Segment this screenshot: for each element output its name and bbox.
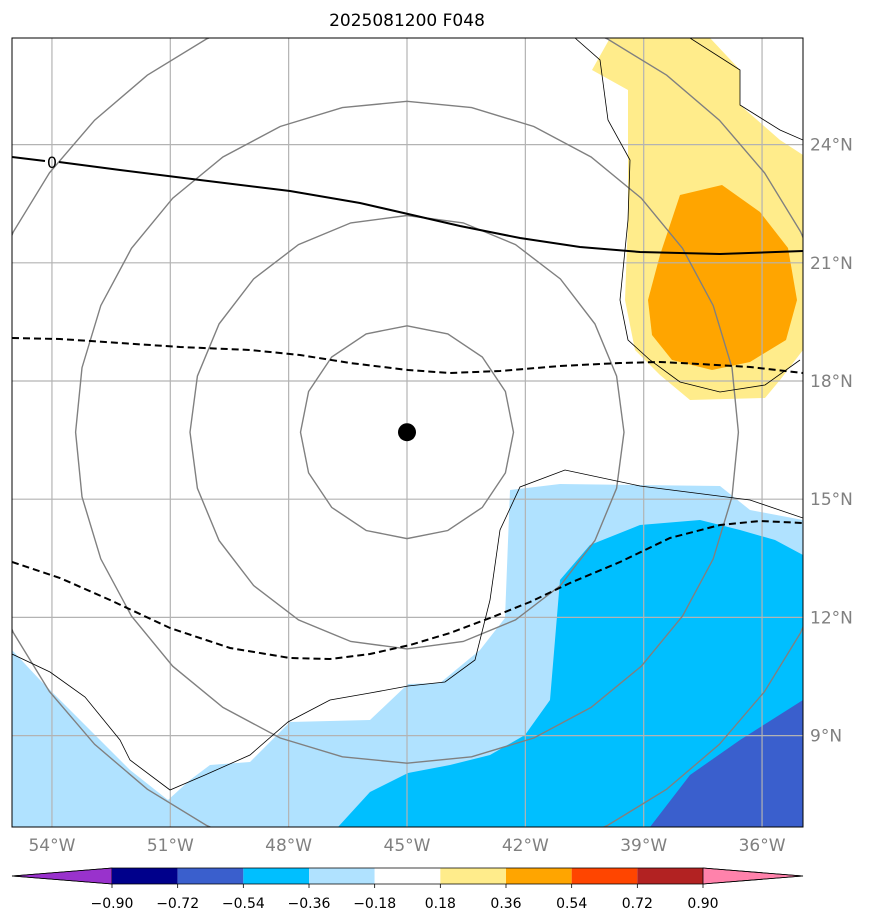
colorbar-segment — [309, 868, 375, 884]
outline-lower-middle — [12, 469, 803, 791]
range-rings — [12, 38, 803, 827]
lon-tick-label: 51°W — [147, 836, 194, 856]
storm-center-marker — [398, 423, 416, 442]
lat-tick-label: 12°N — [810, 608, 853, 628]
colorbar-tick-label: 0.18 — [425, 896, 456, 912]
colorbar-segment — [177, 868, 244, 884]
colorbar-segment — [374, 868, 441, 884]
lat-tick-label: 15°N — [810, 490, 853, 510]
lon-tick-label: 39°W — [620, 836, 667, 856]
zero-contour-label: 0 — [47, 153, 57, 172]
colorbar-tick-label: 0.36 — [490, 896, 521, 912]
lat-tick-label: 18°N — [810, 372, 853, 392]
colorbar-tick-label: −0.90 — [91, 896, 134, 912]
colorbar-extend-high — [702, 867, 804, 885]
longitude-labels: 54°W 51°W 48°W 45°W 42°W 39°W 36°W — [28, 836, 785, 856]
colorbar: −0.90 −0.72 −0.54 −0.36 −0.18 0.18 0.36 0.54 0.7… — [11, 867, 804, 912]
colorbar-tick-label: 0.72 — [622, 896, 653, 912]
colorbar-tick-label: −0.18 — [353, 896, 396, 912]
colorbar-segment — [637, 868, 703, 884]
thin-outlines — [12, 38, 803, 791]
outline-upper-right — [574, 38, 801, 393]
colorbar-tick-label: −0.72 — [156, 896, 199, 912]
colorbar-segment — [571, 868, 638, 884]
range-ring-1 — [189, 214, 625, 650]
colorbar-segment — [243, 868, 309, 884]
fill-blue-region — [338, 520, 803, 827]
fill-orange-region — [648, 185, 797, 370]
colorbar-extend-low — [11, 867, 113, 885]
map-panel: 0 — [12, 38, 803, 827]
lon-tick-label: 48°W — [265, 836, 312, 856]
range-ring-3 — [12, 38, 803, 827]
dashed-contour-lower — [12, 519, 803, 661]
colorbar-tick-label: 0.54 — [556, 896, 587, 912]
colorbar-tick-label: 0.90 — [687, 896, 718, 912]
colorbar-segment — [440, 868, 506, 884]
fill-dark-blue-region — [650, 700, 803, 827]
map-title: 2025081200 F048 — [329, 11, 485, 31]
map-frame — [11, 37, 804, 828]
colorbar-segment — [112, 868, 178, 884]
lon-tick-label: 54°W — [28, 836, 75, 856]
lat-tick-label: 9°N — [810, 727, 842, 747]
outline-northeast — [689, 38, 803, 141]
dashed-contour-upper — [12, 337, 803, 375]
range-ring-2 — [74, 100, 740, 764]
lon-tick-label: 45°W — [384, 836, 431, 856]
lat-tick-label: 21°N — [810, 254, 853, 274]
range-ring-0 — [299, 325, 515, 540]
latitude-labels: 9°N 12°N 15°N 18°N 21°N 24°N — [810, 136, 853, 747]
colorbar-segment — [506, 868, 572, 884]
lat-tick-label: 24°N — [810, 136, 853, 156]
lon-tick-label: 36°W — [739, 836, 786, 856]
colorbar-tick-label: −0.36 — [288, 896, 331, 912]
colorbar-tick-label: −0.54 — [222, 896, 265, 912]
zero-contour-line — [12, 156, 803, 256]
lon-tick-label: 42°W — [502, 836, 549, 856]
